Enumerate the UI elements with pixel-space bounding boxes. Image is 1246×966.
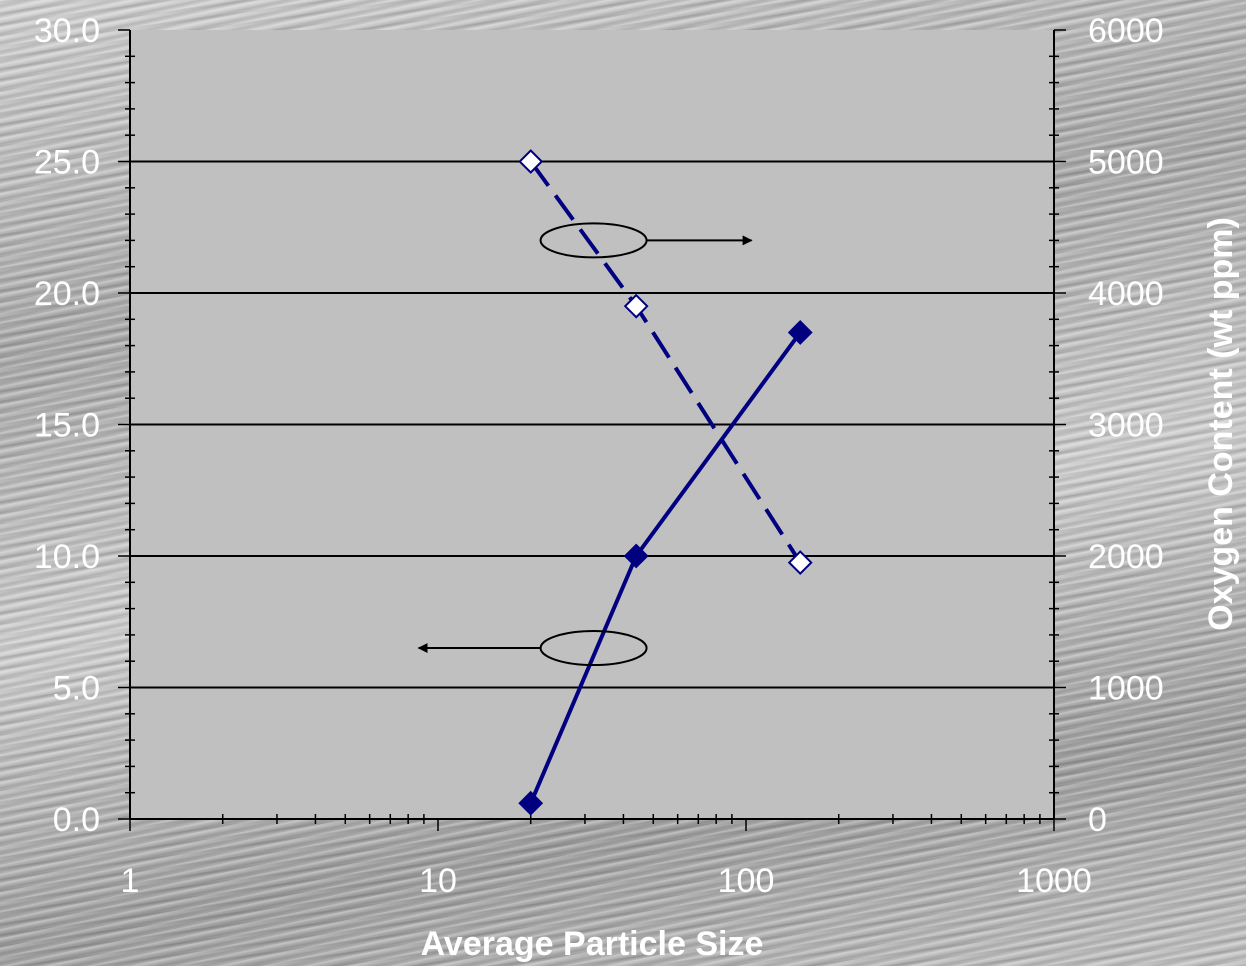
x-tick-label: 100	[718, 862, 775, 900]
y-left-tick-label: 25.0	[34, 144, 100, 182]
x-axis-title: Average Particle Size	[421, 925, 764, 963]
y-right-tick-label: 0	[1088, 801, 1107, 839]
series-group	[518, 149, 813, 816]
y-left-tick-label: 15.0	[34, 407, 100, 445]
data-point-marker	[787, 320, 813, 345]
x-tick-label: 1	[121, 862, 140, 900]
y-right-tick-label: 2000	[1088, 538, 1164, 576]
annotations	[417, 222, 753, 667]
right-axis-title: Oxygen Content (wt ppm)	[1202, 217, 1240, 631]
gridlines	[130, 160, 1054, 689]
y-right-tick-label: 4000	[1088, 275, 1164, 313]
y-left-tick-label: 20.0	[34, 275, 100, 313]
data-point-marker	[787, 550, 813, 575]
y-left-tick-label: 5.0	[53, 670, 100, 708]
y-left-tick-label: 30.0	[34, 12, 100, 50]
y-left-tick-label: 0.0	[53, 801, 100, 839]
data-point-marker	[518, 790, 544, 816]
y-right-tick-label: 6000	[1088, 12, 1164, 50]
data-point-marker	[623, 293, 649, 319]
data-point-marker	[518, 149, 544, 174]
y-right-tick-label: 5000	[1088, 144, 1164, 182]
ticks	[118, 29, 1066, 831]
y-left-tick-label: 10.0	[34, 538, 100, 576]
y-right-tick-label: 1000	[1088, 670, 1164, 708]
x-tick-label: 10	[419, 862, 457, 900]
tick-labels: 0.0 5.0 10.0 15.0 20.0 25.0 30.0 0 1000 2000 3000 4…	[34, 12, 1164, 900]
y-right-tick-label: 3000	[1088, 407, 1164, 445]
data-point-marker	[623, 543, 649, 569]
x-tick-label: 1000	[1016, 862, 1092, 900]
